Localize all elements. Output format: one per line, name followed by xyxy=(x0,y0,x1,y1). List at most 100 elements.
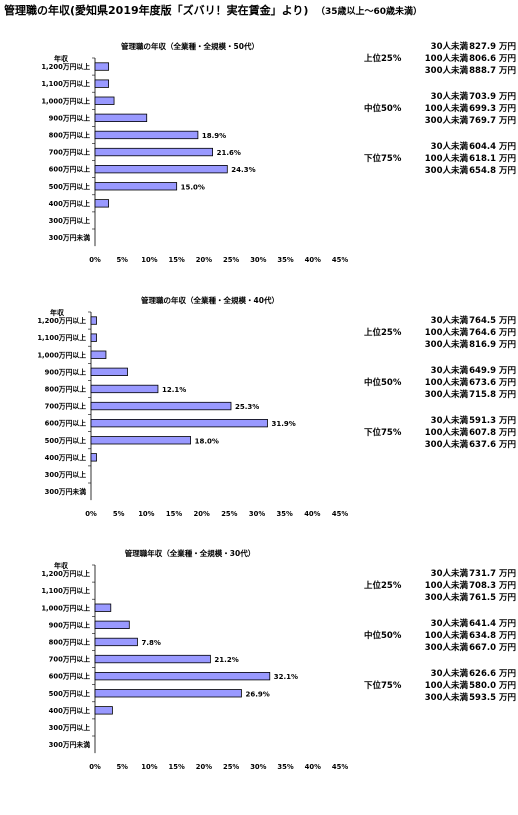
salary-value: 626.6 万円 xyxy=(469,669,516,679)
x-tick-label: 25% xyxy=(223,763,239,771)
salary-value: 827.9 万円 xyxy=(469,42,516,52)
salary-row: 100人未満 708.3 万円 xyxy=(410,579,516,591)
page-subtitle: （35歳以上～60歳未満） xyxy=(316,7,423,17)
x-tick-label: 40% xyxy=(305,256,321,264)
salary-row: 30人未満 731.7 万円 xyxy=(410,567,516,579)
salary-row: 30人未満 764.5 万円 xyxy=(410,314,516,326)
company-size-label: 300人未満 xyxy=(424,593,468,603)
category-tick-label: 500万円以上 xyxy=(49,689,91,698)
chart-50s: 管理職の年収（全業種・全規模・50代） 年収1,200万円以上 1,100万円以上 1… xyxy=(41,41,348,264)
company-size-label: 300人未満 xyxy=(424,693,468,703)
category-tick-label: 600万円以上 xyxy=(45,419,87,428)
salary-group: 上位25% 30人未満 764.5 万円 100人未満 764.6 万円 300人未満 81… xyxy=(356,314,516,350)
bar xyxy=(94,706,113,715)
salary-row: 100人未満 607.8 万円 xyxy=(410,426,516,438)
data-label: 25.3% xyxy=(235,403,259,411)
salary-value: 591.3 万円 xyxy=(469,416,516,426)
salary-row: 300人未満 816.9 万円 xyxy=(410,338,516,350)
tier-label: 下位75% xyxy=(364,681,402,691)
category-tick-label: 800万円以上 xyxy=(49,637,91,646)
company-size-label: 30人未満 xyxy=(430,316,468,326)
salary-group: 中位50% 30人未満 641.4 万円 100人未満 634.8 万円 300人未満 66… xyxy=(356,617,516,653)
bar xyxy=(90,436,191,445)
salary-group: 上位25% 30人未満 827.9 万円 100人未満 806.6 万円 300人未満 88… xyxy=(356,40,516,76)
x-tick-label: 10% xyxy=(141,763,157,771)
category-tick-label: 300万円未満 xyxy=(49,233,91,242)
category-tick-label: 1,000万円以上 xyxy=(41,96,90,105)
salary-value: 764.6 万円 xyxy=(469,328,516,338)
company-size-label: 100人未満 xyxy=(424,54,468,64)
x-tick-label: 35% xyxy=(277,510,293,518)
category-tick-label: 400万円以上 xyxy=(49,706,91,715)
salary-row: 100人未満 764.6 万円 xyxy=(410,326,516,338)
x-tick-label: 30% xyxy=(249,510,265,518)
tier-label: 上位25% xyxy=(364,54,402,64)
data-label: 32.1% xyxy=(274,673,298,681)
x-tick-label: 10% xyxy=(138,510,154,518)
category-tick-label: 700万円以上 xyxy=(49,655,91,664)
salary-row: 30人未満 827.9 万円 xyxy=(410,40,516,52)
salary-value: 769.7 万円 xyxy=(469,116,516,126)
category-tick-label: 1,200万円以上 xyxy=(41,569,90,578)
company-size-label: 300人未満 xyxy=(424,66,468,76)
tier-label: 下位75% xyxy=(364,154,402,164)
company-size-label: 100人未満 xyxy=(424,681,468,691)
category-tick-label: 500万円以上 xyxy=(45,436,87,445)
x-tick-label: 5% xyxy=(116,256,128,264)
data-label: 15.0% xyxy=(181,183,205,191)
salary-value: 604.4 万円 xyxy=(469,142,516,152)
x-tick-label: 0% xyxy=(89,763,101,771)
page-title: 管理職の年収(愛知県2019年度版「ズバリ！実在賃金」より) xyxy=(4,4,309,17)
salary-value: 654.8 万円 xyxy=(469,166,516,176)
data-label: 31.9% xyxy=(272,420,296,428)
company-size-label: 300人未満 xyxy=(424,116,468,126)
category-tick-label: 1,200万円以上 xyxy=(37,316,86,325)
x-tick-label: 15% xyxy=(169,256,185,264)
category-tick-label: 1,100万円以上 xyxy=(37,333,86,342)
company-size-label: 300人未満 xyxy=(424,340,468,350)
x-tick-label: 0% xyxy=(85,510,97,518)
category-tick-label: 600万円以上 xyxy=(49,672,91,681)
company-size-label: 30人未満 xyxy=(430,92,468,102)
salary-group: 下位75% 30人未満 604.4 万円 100人未満 618.1 万円 300人未満 65… xyxy=(356,140,516,176)
salary-value: 618.1 万円 xyxy=(469,154,516,164)
data-label: 26.9% xyxy=(245,690,269,698)
category-tick-label: 300万円以上 xyxy=(49,723,91,732)
data-label: 21.6% xyxy=(217,149,241,157)
x-tick-label: 25% xyxy=(223,256,239,264)
category-tick-label: 300万円未満 xyxy=(49,740,91,749)
company-size-label: 100人未満 xyxy=(424,104,468,114)
salary-value: 641.4 万円 xyxy=(469,619,516,629)
bar xyxy=(94,165,228,174)
company-size-label: 30人未満 xyxy=(430,142,468,152)
x-tick-label: 5% xyxy=(116,763,128,771)
chart-40s: 管理職の年収（全業種・全規模・40代） 年収1,200万円以上 1,100万円以上 1… xyxy=(37,295,348,518)
salary-value: 699.3 万円 xyxy=(469,104,516,114)
y-axis-label: 年収 xyxy=(50,308,65,317)
salary-row: 100人未満 618.1 万円 xyxy=(410,152,516,164)
tier-label: 下位75% xyxy=(364,428,402,438)
salary-value: 634.8 万円 xyxy=(469,631,516,641)
x-tick-label: 20% xyxy=(196,256,212,264)
salary-value: 580.0 万円 xyxy=(469,681,516,691)
salary-row: 30人未満 641.4 万円 xyxy=(410,617,516,629)
category-tick-label: 700万円以上 xyxy=(49,148,91,157)
category-tick-label: 500万円以上 xyxy=(49,182,91,191)
salary-row: 100人未満 699.3 万円 xyxy=(410,102,516,114)
bar xyxy=(94,96,115,105)
x-tick-label: 5% xyxy=(113,510,125,518)
tier-label: 中位50% xyxy=(364,104,402,114)
x-tick-label: 30% xyxy=(250,256,266,264)
company-size-label: 30人未満 xyxy=(430,366,468,376)
bar xyxy=(90,350,107,359)
bar xyxy=(94,79,110,88)
bar xyxy=(90,453,97,462)
salary-value: 649.9 万円 xyxy=(469,366,516,376)
salary-row: 300人未満 769.7 万円 xyxy=(410,114,516,126)
salary-group: 中位50% 30人未満 649.9 万円 100人未満 673.6 万円 300人未満 71… xyxy=(356,364,516,400)
salary-value: 703.9 万円 xyxy=(469,92,516,102)
salary-row: 30人未満 649.9 万円 xyxy=(410,364,516,376)
data-label: 7.8% xyxy=(141,639,160,647)
company-size-label: 30人未満 xyxy=(430,42,468,52)
salary-row: 300人未満 761.5 万円 xyxy=(410,591,516,603)
